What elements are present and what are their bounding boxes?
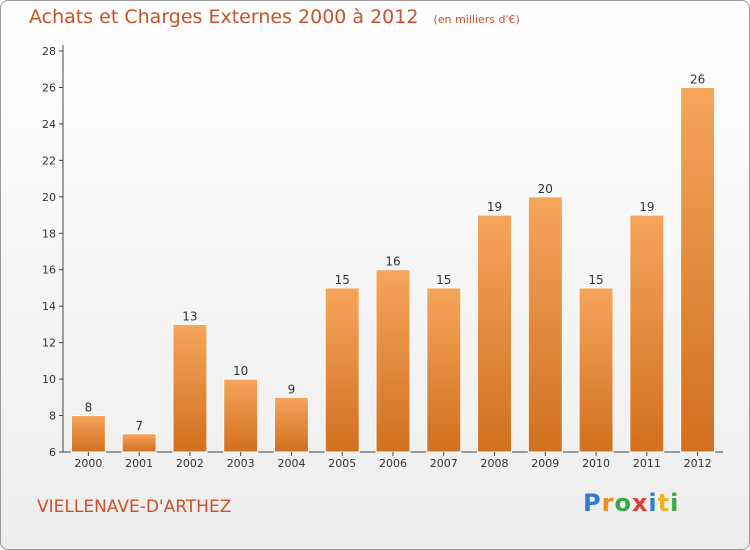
y-tick-label: 20 (42, 191, 56, 204)
bar (172, 323, 208, 453)
chart-title: Achats et Charges Externes 2000 à 2012 (… (29, 6, 520, 28)
data-label: 15 (436, 273, 451, 287)
y-tick-label: 18 (42, 227, 56, 240)
data-label: 26 (690, 72, 705, 86)
bar (70, 415, 106, 453)
x-tick-label: 2007 (430, 457, 458, 470)
bar (324, 287, 360, 453)
bar (121, 433, 157, 453)
data-label: 8 (85, 401, 93, 415)
y-tick-label: 22 (42, 154, 56, 167)
logo-letter: i (648, 489, 658, 517)
data-label: 13 (182, 309, 197, 323)
data-label: 9 (288, 382, 296, 396)
logo-letter: r (601, 489, 615, 517)
title-unit: (en milliers d'€) (433, 13, 520, 26)
bar-chart: 6 8 10 12 14 16 18 20 22 24 26 28 8 2000 7 2001 13 2002 1… (42, 45, 723, 470)
logo-letter: t (657, 489, 671, 517)
data-label: 19 (487, 200, 502, 214)
bar (426, 287, 462, 453)
y-tick-label: 8 (49, 410, 56, 423)
y-tick-label: 16 (42, 264, 56, 277)
data-label: 10 (233, 364, 248, 378)
x-tick-label: 2005 (328, 457, 356, 470)
title-main: Achats et Charges Externes 2000 à 2012 (29, 6, 419, 28)
data-label: 19 (639, 200, 654, 214)
bar (223, 378, 259, 453)
data-label: 16 (385, 255, 400, 269)
bar (375, 269, 411, 453)
x-tick-label: 2012 (684, 457, 712, 470)
y-tick-label: 6 (49, 446, 56, 459)
y-tick-label: 10 (42, 373, 56, 386)
bar (629, 214, 665, 453)
x-tick-label: 2008 (481, 457, 509, 470)
logo-letter: x (631, 489, 649, 517)
data-label: 20 (538, 182, 553, 196)
x-tick-label: 2002 (176, 457, 204, 470)
bar (273, 396, 309, 453)
x-tick-label: 2009 (531, 457, 559, 470)
data-label: 15 (335, 273, 350, 287)
data-label: 15 (588, 273, 603, 287)
logo-letter: P (583, 489, 602, 517)
y-tick-label: 26 (42, 81, 56, 94)
y-tick-label: 14 (42, 300, 56, 313)
x-tick-label: 2006 (379, 457, 407, 470)
x-tick-label: 2004 (277, 457, 305, 470)
data-label: 7 (135, 419, 143, 433)
x-tick-label: 2011 (633, 457, 661, 470)
logo-letter: o (614, 489, 632, 517)
commune-name: VIELLENAVE-D'ARTHEZ (37, 497, 232, 517)
x-tick-label: 2003 (227, 457, 255, 470)
x-tick-label: 2010 (582, 457, 610, 470)
bar (578, 287, 614, 453)
bar (680, 86, 716, 453)
y-tick-label: 28 (42, 45, 56, 58)
proxiti-logo[interactable]: Proxiti (583, 489, 679, 517)
y-tick-label: 12 (42, 337, 56, 350)
x-tick-label: 2000 (74, 457, 102, 470)
bar (477, 214, 513, 453)
logo-letter: i (670, 489, 680, 517)
bar (527, 196, 563, 453)
y-tick-label: 24 (42, 118, 56, 131)
x-tick-label: 2001 (125, 457, 153, 470)
